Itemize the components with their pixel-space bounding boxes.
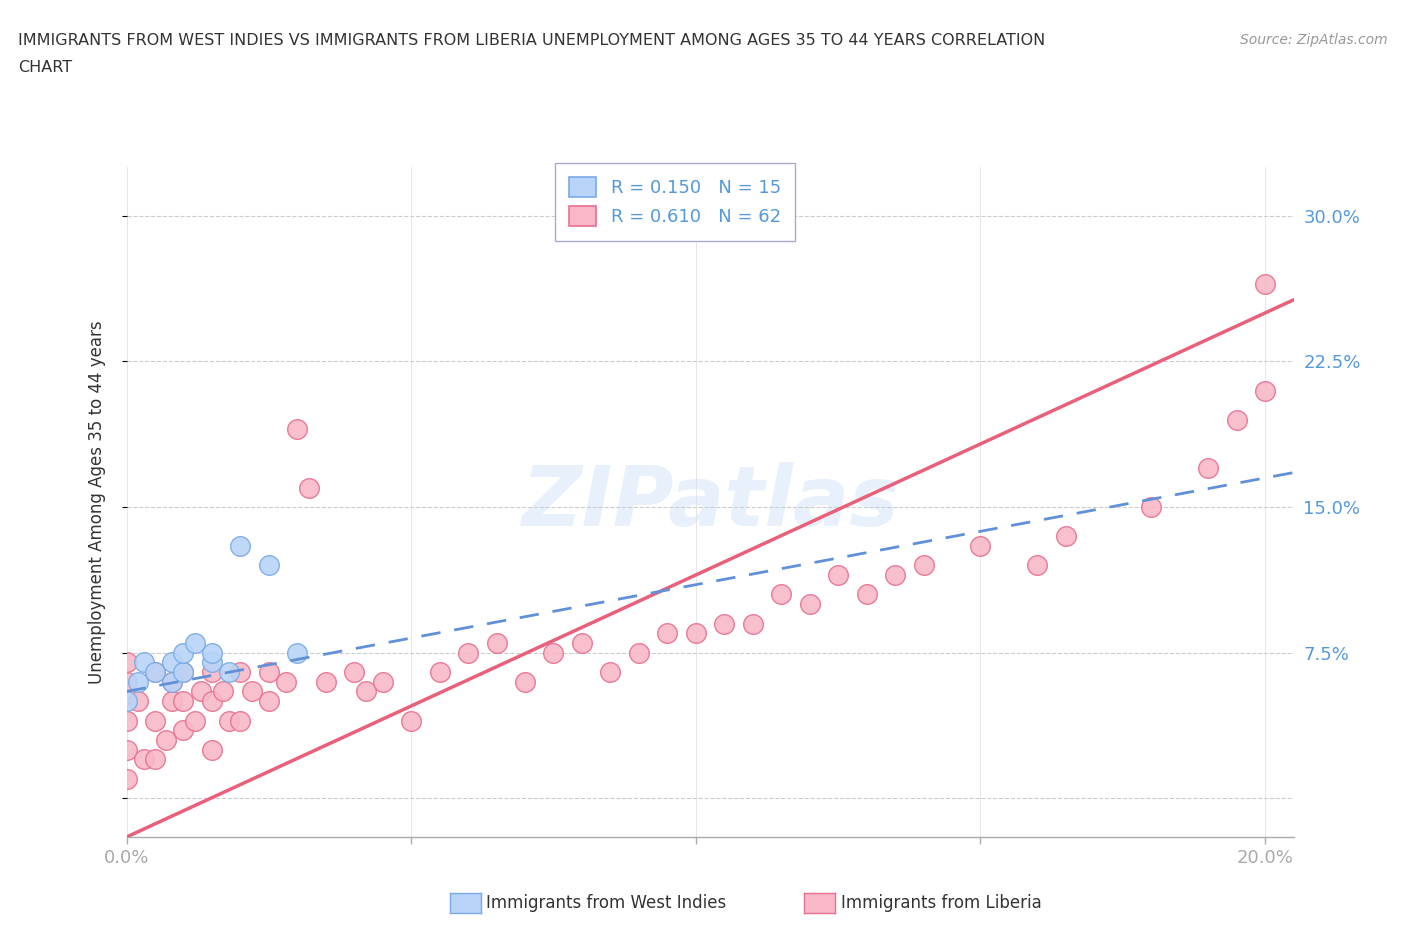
Point <box>155 733 177 748</box>
Point <box>143 752 166 767</box>
Point <box>132 655 155 670</box>
Point <box>127 694 149 709</box>
Point <box>627 645 650 660</box>
Point <box>115 655 138 670</box>
Point <box>218 713 240 728</box>
Point <box>115 694 138 709</box>
Point <box>132 752 155 767</box>
Point <box>1140 499 1163 514</box>
Point <box>127 674 149 689</box>
Point <box>229 538 252 553</box>
Y-axis label: Unemployment Among Ages 35 to 44 years: Unemployment Among Ages 35 to 44 years <box>87 321 105 684</box>
Point <box>1197 460 1219 475</box>
Text: Immigrants from West Indies: Immigrants from West Indies <box>486 894 727 912</box>
Point <box>429 665 451 680</box>
Point <box>229 713 252 728</box>
Point <box>115 713 138 728</box>
Point <box>485 635 508 650</box>
Point <box>354 684 377 698</box>
Point <box>713 616 735 631</box>
Point <box>298 480 321 495</box>
Point <box>172 723 194 737</box>
Point <box>257 694 280 709</box>
Text: IMMIGRANTS FROM WEST INDIES VS IMMIGRANTS FROM LIBERIA UNEMPLOYMENT AMONG AGES 3: IMMIGRANTS FROM WEST INDIES VS IMMIGRANT… <box>18 33 1046 47</box>
Point <box>115 674 138 689</box>
Point <box>115 771 138 786</box>
Point <box>770 587 793 602</box>
Point <box>1226 412 1249 427</box>
Point <box>1254 383 1277 398</box>
Point <box>315 674 337 689</box>
Point <box>160 694 183 709</box>
Point <box>1054 529 1077 544</box>
Point <box>543 645 565 660</box>
Point <box>172 665 194 680</box>
Point <box>285 422 308 437</box>
Point <box>685 626 707 641</box>
Point <box>201 655 224 670</box>
Point <box>201 694 224 709</box>
Point <box>599 665 621 680</box>
Point <box>969 538 991 553</box>
Point <box>274 674 297 689</box>
Point <box>229 665 252 680</box>
Point <box>184 635 207 650</box>
Point <box>160 655 183 670</box>
Point <box>201 665 224 680</box>
Point <box>371 674 394 689</box>
Point <box>160 674 183 689</box>
Point <box>741 616 763 631</box>
Legend: R = 0.150   N = 15, R = 0.610   N = 62: R = 0.150 N = 15, R = 0.610 N = 62 <box>555 163 796 241</box>
Point <box>285 645 308 660</box>
Point <box>240 684 263 698</box>
Point <box>212 684 235 698</box>
Point <box>657 626 679 641</box>
Point <box>827 567 849 582</box>
Point <box>399 713 422 728</box>
Point <box>257 665 280 680</box>
Text: CHART: CHART <box>18 60 72 75</box>
Point <box>1254 276 1277 291</box>
Point <box>190 684 212 698</box>
Point <box>160 674 183 689</box>
Point <box>184 713 207 728</box>
Point <box>257 558 280 573</box>
Point <box>172 694 194 709</box>
Point <box>143 665 166 680</box>
Point <box>457 645 479 660</box>
Point <box>172 665 194 680</box>
Text: ZIPatlas: ZIPatlas <box>522 461 898 543</box>
Point <box>343 665 366 680</box>
Point <box>115 742 138 757</box>
Point <box>912 558 935 573</box>
Text: Source: ZipAtlas.com: Source: ZipAtlas.com <box>1240 33 1388 46</box>
Point <box>218 665 240 680</box>
Point <box>571 635 593 650</box>
Point <box>884 567 907 582</box>
Point <box>201 742 224 757</box>
Point <box>1026 558 1049 573</box>
Point <box>172 645 194 660</box>
Point <box>799 597 821 612</box>
Point <box>143 713 166 728</box>
Point <box>143 665 166 680</box>
Point <box>513 674 536 689</box>
Text: Immigrants from Liberia: Immigrants from Liberia <box>841 894 1042 912</box>
Point <box>201 645 224 660</box>
Point <box>855 587 877 602</box>
